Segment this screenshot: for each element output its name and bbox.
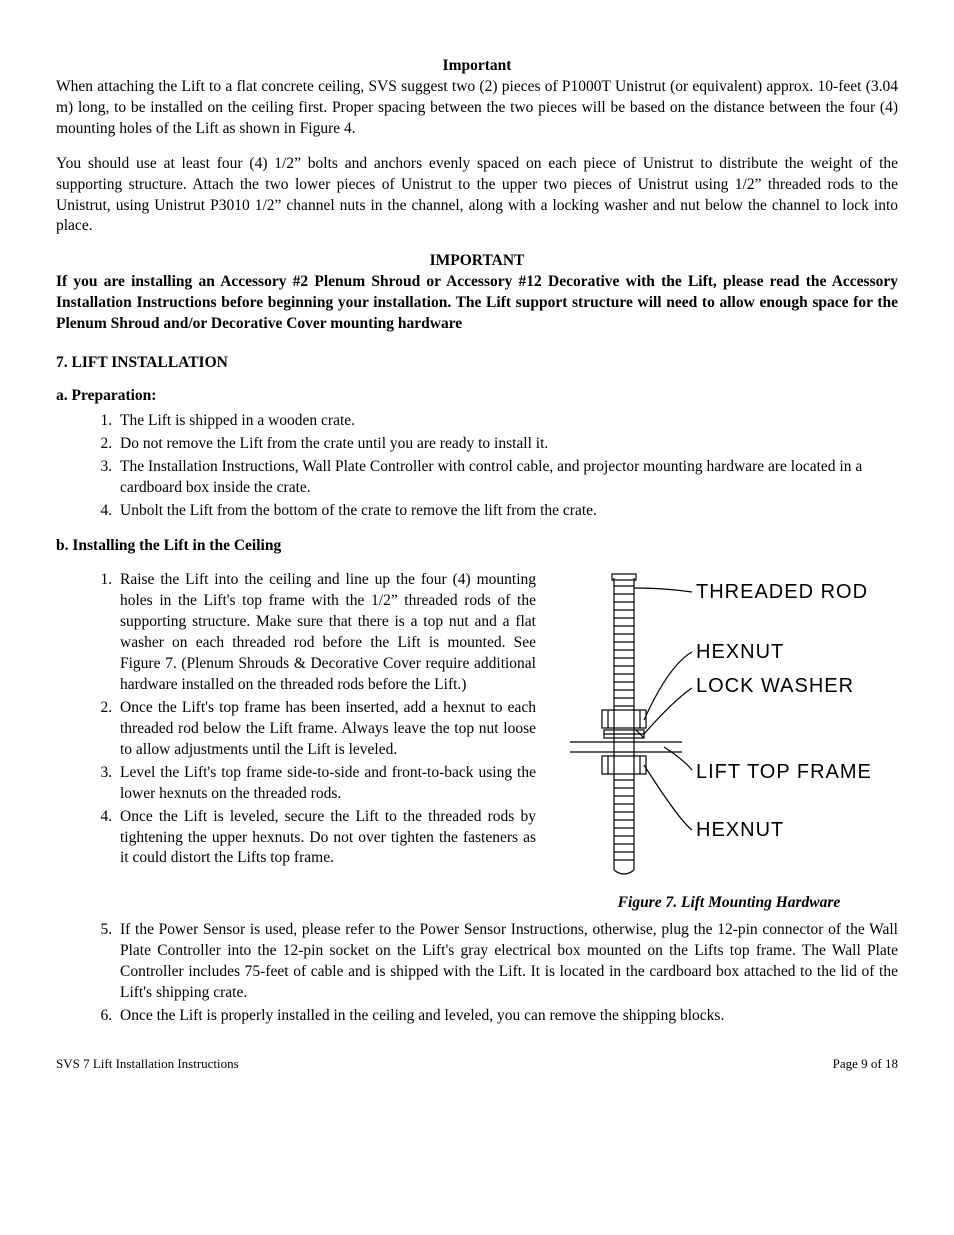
label-lift-top-frame: LIFT TOP FRAME [696, 761, 872, 783]
list-item: If the Power Sensor is used, please refe… [116, 920, 898, 1004]
installation-list-part2: If the Power Sensor is used, please refe… [56, 920, 898, 1027]
important1-paragraph-2: You should use at least four (4) 1/2” bo… [56, 154, 898, 238]
list-item: Once the Lift is properly installed in t… [116, 1006, 898, 1027]
label-threaded-rod: THREADED ROD [696, 581, 868, 603]
list-item: Once the Lift's top frame has been inser… [116, 698, 536, 761]
figure-7-container: THREADED ROD HEXNUT LOCK WASHER LIFT TOP… [560, 570, 898, 914]
list-item: Unbolt the Lift from the bottom of the c… [116, 501, 898, 522]
list-item: Raise the Lift into the ceiling and line… [116, 570, 536, 696]
lift-mounting-hardware-diagram: THREADED ROD HEXNUT LOCK WASHER LIFT TOP… [564, 570, 894, 880]
important1-paragraph-1: When attaching the Lift to a flat concre… [56, 77, 898, 140]
label-hexnut-top: HEXNUT [696, 641, 784, 663]
two-column-region: Raise the Lift into the ceiling and line… [56, 570, 898, 914]
label-lock-washer: LOCK WASHER [696, 675, 854, 697]
list-item: Once the Lift is leveled, secure the Lif… [116, 807, 536, 870]
important2-paragraph: If you are installing an Accessory #2 Pl… [56, 272, 898, 335]
installation-list-part1: Raise the Lift into the ceiling and line… [56, 570, 536, 869]
list-item: Do not remove the Lift from the crate un… [116, 434, 898, 455]
preparation-list: The Lift is shipped in a wooden crate. D… [56, 411, 898, 522]
important-heading-2: IMPORTANT [56, 251, 898, 272]
list-item: The Installation Instructions, Wall Plat… [116, 457, 898, 499]
section-7a-heading: a. Preparation: [56, 386, 898, 407]
list-item: Level the Lift's top frame side-to-side … [116, 763, 536, 805]
page-footer: SVS 7 Lift Installation Instructions Pag… [56, 1055, 898, 1073]
list-item: The Lift is shipped in a wooden crate. [116, 411, 898, 432]
installation-steps-column: Raise the Lift into the ceiling and line… [56, 570, 536, 871]
important-heading-1: Important [56, 56, 898, 77]
section-7b-heading: b. Installing the Lift in the Ceiling [56, 536, 898, 557]
figure-7-caption: Figure 7. Lift Mounting Hardware [560, 893, 898, 914]
footer-page-number: Page 9 of 18 [833, 1055, 898, 1073]
footer-doc-title: SVS 7 Lift Installation Instructions [56, 1055, 239, 1073]
section-7-heading: 7. LIFT INSTALLATION [56, 353, 898, 374]
label-hexnut-bottom: HEXNUT [696, 819, 784, 841]
